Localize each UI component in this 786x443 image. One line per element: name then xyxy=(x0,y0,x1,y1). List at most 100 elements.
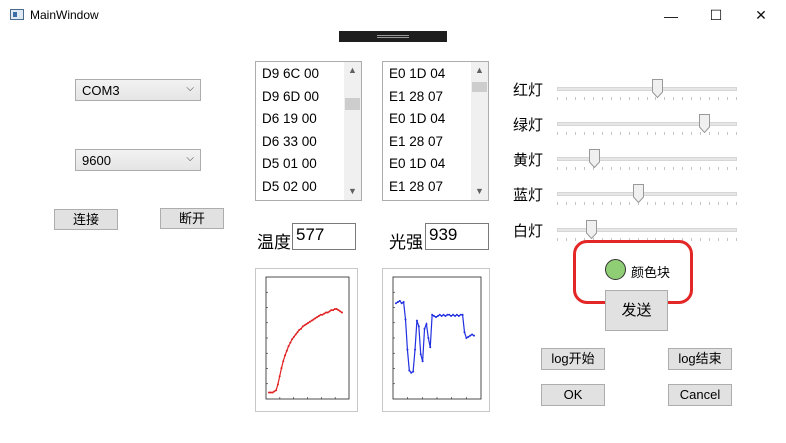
slider-track[interactable] xyxy=(557,87,737,91)
drag-handle[interactable] xyxy=(339,31,447,42)
list-item[interactable]: E0 1D 04 xyxy=(389,111,446,126)
data-point xyxy=(310,319,313,322)
scroll-up-icon[interactable]: ▲ xyxy=(348,65,357,75)
data-point xyxy=(431,313,434,316)
list-item[interactable]: E0 1D 04 xyxy=(389,156,446,171)
slider-thumb[interactable] xyxy=(698,114,710,133)
data-point xyxy=(414,348,417,351)
data-point xyxy=(421,360,424,363)
data-point xyxy=(436,314,439,317)
data-point xyxy=(415,319,418,322)
data-point xyxy=(398,299,401,302)
data-point xyxy=(298,328,301,331)
list-item[interactable]: E1 28 07 xyxy=(389,133,444,149)
close-button[interactable]: ✕ xyxy=(738,0,784,31)
data-point xyxy=(337,309,340,312)
sent-hex-list[interactable]: E0 1D 04 E1 28 07 E0 1D 04 E1 28 07 E0 1D 04… xyxy=(382,61,489,201)
slider-label: 黄灯 xyxy=(513,152,544,169)
slider-thumb[interactable] xyxy=(589,149,601,168)
scroll-down-icon[interactable]: ▼ xyxy=(475,186,484,196)
temperature-chart xyxy=(255,268,358,412)
data-point xyxy=(314,317,317,320)
data-point xyxy=(324,311,327,314)
port-value: COM3 xyxy=(82,83,120,98)
send-button[interactable]: 发送 xyxy=(605,290,668,331)
list-item[interactable]: D6 19 00 xyxy=(262,111,317,126)
slider-track[interactable] xyxy=(557,157,737,161)
light-chart-svg xyxy=(392,276,482,400)
data-point xyxy=(296,331,299,334)
port-select[interactable]: COM3 ⌵ xyxy=(75,79,201,101)
data-point xyxy=(444,314,447,317)
minimize-icon: — xyxy=(664,7,678,24)
data-point xyxy=(473,334,475,337)
slider-thumb[interactable] xyxy=(633,184,645,203)
cancel-button[interactable]: Cancel xyxy=(668,384,732,406)
light-label: 光强 xyxy=(389,233,423,252)
data-point xyxy=(284,354,287,357)
data-point xyxy=(319,313,322,316)
data-point xyxy=(282,360,285,363)
slider-thumb[interactable] xyxy=(651,79,663,98)
list-scrollbar[interactable]: ▲ ▼ xyxy=(471,62,488,200)
list-scrollbar[interactable]: ▲ ▼ xyxy=(344,62,361,200)
data-point xyxy=(333,308,336,310)
list-item[interactable]: D6 33 00 xyxy=(262,133,317,149)
slider-track[interactable] xyxy=(557,192,737,196)
data-point xyxy=(339,310,342,313)
data-point xyxy=(452,313,455,316)
data-point xyxy=(448,313,451,316)
list-item[interactable]: D5 01 00 xyxy=(262,156,317,171)
data-point xyxy=(433,314,436,317)
color-block-indicator xyxy=(605,259,626,280)
data-point xyxy=(423,327,426,330)
minimize-button[interactable]: — xyxy=(648,0,694,31)
data-point xyxy=(330,309,333,312)
scroll-thumb[interactable] xyxy=(472,82,487,92)
data-point xyxy=(291,338,294,341)
data-point xyxy=(307,321,310,324)
data-point xyxy=(427,337,430,339)
slider-ticks xyxy=(557,132,737,135)
series-line xyxy=(395,300,475,374)
log-start-button[interactable]: log开始 xyxy=(541,348,605,370)
log-end-button[interactable]: log结束 xyxy=(668,348,732,370)
list-item[interactable]: D9 6D 00 xyxy=(262,88,320,104)
list-item[interactable]: E1 28 07 xyxy=(389,178,444,194)
chevron-down-icon: ⌵ xyxy=(186,153,194,164)
maximize-button[interactable]: ☐ xyxy=(693,0,739,31)
received-hex-list[interactable]: D9 6C 00 D9 6D 00 D6 19 00 D6 33 00 D5 01 00… xyxy=(255,61,362,201)
slider-label: 绿灯 xyxy=(513,117,544,134)
slider-track[interactable] xyxy=(557,228,737,232)
light-chart xyxy=(382,268,490,412)
slider-ticks xyxy=(557,202,737,205)
chevron-down-icon: ⌵ xyxy=(186,83,194,94)
title-bar[interactable]: MainWindow — ☐ ✕ xyxy=(0,0,786,31)
ok-button[interactable]: OK xyxy=(541,384,605,406)
data-point xyxy=(326,311,329,314)
list-item[interactable]: E1 28 07 xyxy=(389,88,444,104)
disconnect-button[interactable]: 断开 xyxy=(160,208,224,229)
temperature-field[interactable]: 577 xyxy=(292,223,356,250)
data-point xyxy=(305,323,308,326)
slider-thumb[interactable] xyxy=(585,220,597,239)
scroll-down-icon[interactable]: ▼ xyxy=(348,186,357,196)
data-point xyxy=(303,324,306,327)
data-point xyxy=(459,313,462,316)
baud-select[interactable]: 9600 ⌵ xyxy=(75,149,201,171)
data-point xyxy=(406,348,409,351)
list-item[interactable]: D9 6C 00 xyxy=(262,66,320,81)
data-point xyxy=(461,313,464,316)
slider-track[interactable] xyxy=(557,122,737,126)
scroll-up-icon[interactable]: ▲ xyxy=(475,65,484,75)
light-field[interactable]: 939 xyxy=(425,223,489,250)
scroll-thumb[interactable] xyxy=(345,98,360,110)
list-item[interactable]: E0 1D 04 xyxy=(389,66,446,81)
data-point xyxy=(294,333,297,336)
list-item[interactable]: D5 02 00 xyxy=(262,178,317,194)
data-point xyxy=(396,301,399,304)
maximize-icon: ☐ xyxy=(709,7,723,23)
connect-button[interactable]: 连接 xyxy=(54,209,118,230)
slider-ticks xyxy=(557,97,737,100)
data-point xyxy=(292,335,295,338)
